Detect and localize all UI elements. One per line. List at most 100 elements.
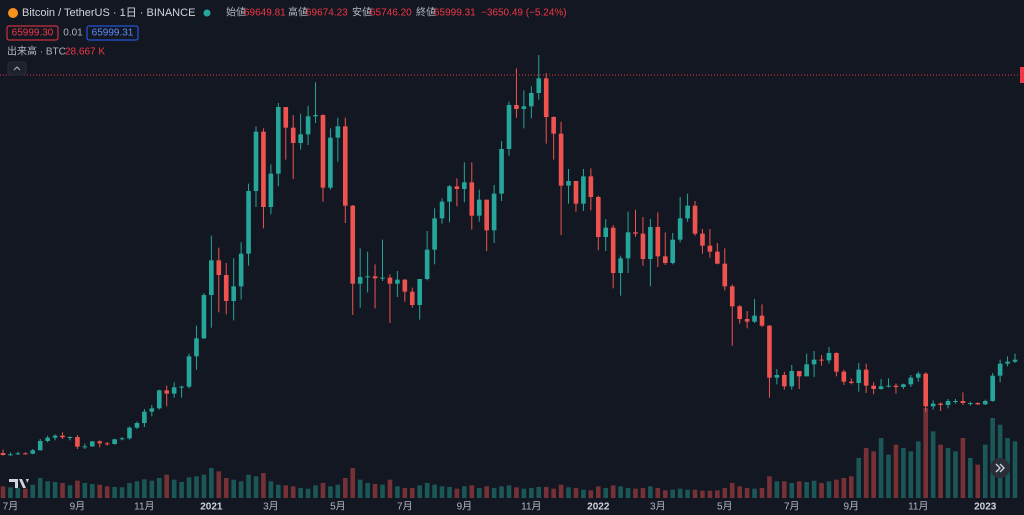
volume-bar bbox=[804, 482, 809, 498]
candle-body bbox=[938, 403, 943, 405]
candle-body bbox=[305, 116, 311, 135]
x-tick-label: 9月 bbox=[844, 501, 860, 513]
candle-body bbox=[45, 437, 50, 441]
high-label: 高値 bbox=[288, 6, 308, 19]
volume-bar bbox=[246, 474, 251, 498]
candle-body bbox=[648, 227, 653, 259]
volume-bar bbox=[194, 476, 199, 498]
x-tick-label: 3月 bbox=[650, 501, 666, 513]
candle-body bbox=[506, 105, 512, 149]
volume-bar bbox=[209, 468, 214, 498]
candle-body bbox=[89, 441, 95, 447]
volume-bar bbox=[432, 484, 437, 498]
volume-bar bbox=[677, 488, 683, 498]
candle-body bbox=[737, 306, 742, 319]
volume-bar bbox=[886, 454, 891, 498]
volume-bar bbox=[729, 483, 735, 498]
sell-price[interactable]: 65999.30 bbox=[12, 28, 54, 39]
volume-bar bbox=[551, 488, 556, 498]
volume-bar bbox=[380, 484, 385, 498]
buy-price[interactable]: 65999.31 bbox=[92, 28, 134, 39]
candle-body bbox=[886, 385, 891, 387]
x-tick-label: 2023 bbox=[974, 502, 997, 513]
candle-body bbox=[298, 134, 303, 143]
volume-bar bbox=[811, 480, 817, 498]
volume-bar bbox=[908, 451, 914, 498]
volume-bar bbox=[923, 408, 929, 498]
candle-body bbox=[670, 239, 676, 263]
volume-bar bbox=[127, 483, 132, 498]
candle-body bbox=[127, 427, 132, 439]
volume-bar bbox=[276, 484, 281, 498]
candle-body bbox=[901, 384, 906, 387]
volume-bar bbox=[484, 486, 489, 498]
volume-bar bbox=[692, 489, 698, 498]
collapse-button[interactable] bbox=[7, 61, 27, 76]
candle-body bbox=[134, 423, 140, 428]
x-tick-label: 2022 bbox=[587, 502, 610, 513]
candle-body bbox=[499, 149, 504, 194]
volume-bar bbox=[819, 483, 824, 498]
candle-body bbox=[796, 371, 802, 377]
volume-bar bbox=[45, 481, 50, 498]
volume-bar bbox=[261, 473, 266, 498]
candle-body bbox=[789, 371, 795, 387]
candle-body bbox=[209, 260, 214, 295]
x-tick-label: 2021 bbox=[200, 502, 223, 513]
volume-bar bbox=[633, 488, 638, 498]
candle-body bbox=[960, 401, 966, 403]
candle-body bbox=[878, 386, 884, 389]
volume-bar bbox=[305, 488, 311, 498]
candle-body bbox=[454, 186, 460, 189]
volume-bar bbox=[990, 418, 995, 498]
volume-bar bbox=[588, 490, 594, 498]
volume-bar bbox=[37, 478, 43, 498]
candle-body bbox=[581, 176, 586, 204]
volume-bar bbox=[759, 488, 765, 498]
volume-bar bbox=[52, 482, 58, 498]
volume-bar bbox=[30, 484, 36, 498]
volume-bar bbox=[625, 488, 631, 498]
volume-bar bbox=[372, 484, 378, 498]
volume-bar bbox=[104, 486, 110, 498]
volume-bar bbox=[156, 478, 162, 498]
candle-body bbox=[432, 218, 437, 250]
candle-body bbox=[97, 441, 103, 444]
candle-body bbox=[595, 197, 601, 237]
candle-body bbox=[610, 227, 616, 273]
scroll-icon[interactable] bbox=[995, 463, 1005, 473]
volume-bar bbox=[223, 478, 229, 498]
collapse-icon[interactable] bbox=[13, 66, 21, 71]
volume-bar bbox=[670, 489, 676, 498]
buy-button[interactable] bbox=[86, 25, 139, 41]
volume-bar bbox=[119, 487, 125, 498]
candle-body bbox=[223, 275, 229, 301]
volume-bar bbox=[968, 458, 973, 498]
candle-body bbox=[253, 131, 259, 191]
candle-body bbox=[350, 205, 356, 284]
volume-bar bbox=[558, 484, 564, 498]
volume-bar bbox=[491, 488, 497, 498]
volume-bar bbox=[752, 488, 757, 498]
candle-body bbox=[261, 131, 266, 207]
candle-body bbox=[945, 401, 951, 405]
candle-body bbox=[655, 227, 661, 257]
candle-body bbox=[104, 443, 110, 445]
volume-bar bbox=[231, 479, 236, 498]
candle-body bbox=[171, 387, 177, 394]
candle-body bbox=[834, 353, 839, 372]
candle-body bbox=[447, 186, 452, 202]
sell-button[interactable] bbox=[6, 25, 59, 41]
low-label: 安値 bbox=[352, 6, 372, 19]
volume-bar bbox=[700, 490, 705, 498]
open-value: 69649.81 bbox=[244, 8, 286, 19]
candle-body bbox=[15, 453, 21, 455]
candle-body bbox=[990, 375, 995, 401]
candle-body bbox=[819, 359, 824, 361]
volume-bar bbox=[290, 486, 296, 498]
candle-body bbox=[75, 437, 80, 447]
tv-logo[interactable] bbox=[9, 479, 29, 488]
volume-bar bbox=[0, 486, 6, 498]
candle-body bbox=[112, 439, 117, 444]
volume-bar bbox=[357, 479, 363, 498]
